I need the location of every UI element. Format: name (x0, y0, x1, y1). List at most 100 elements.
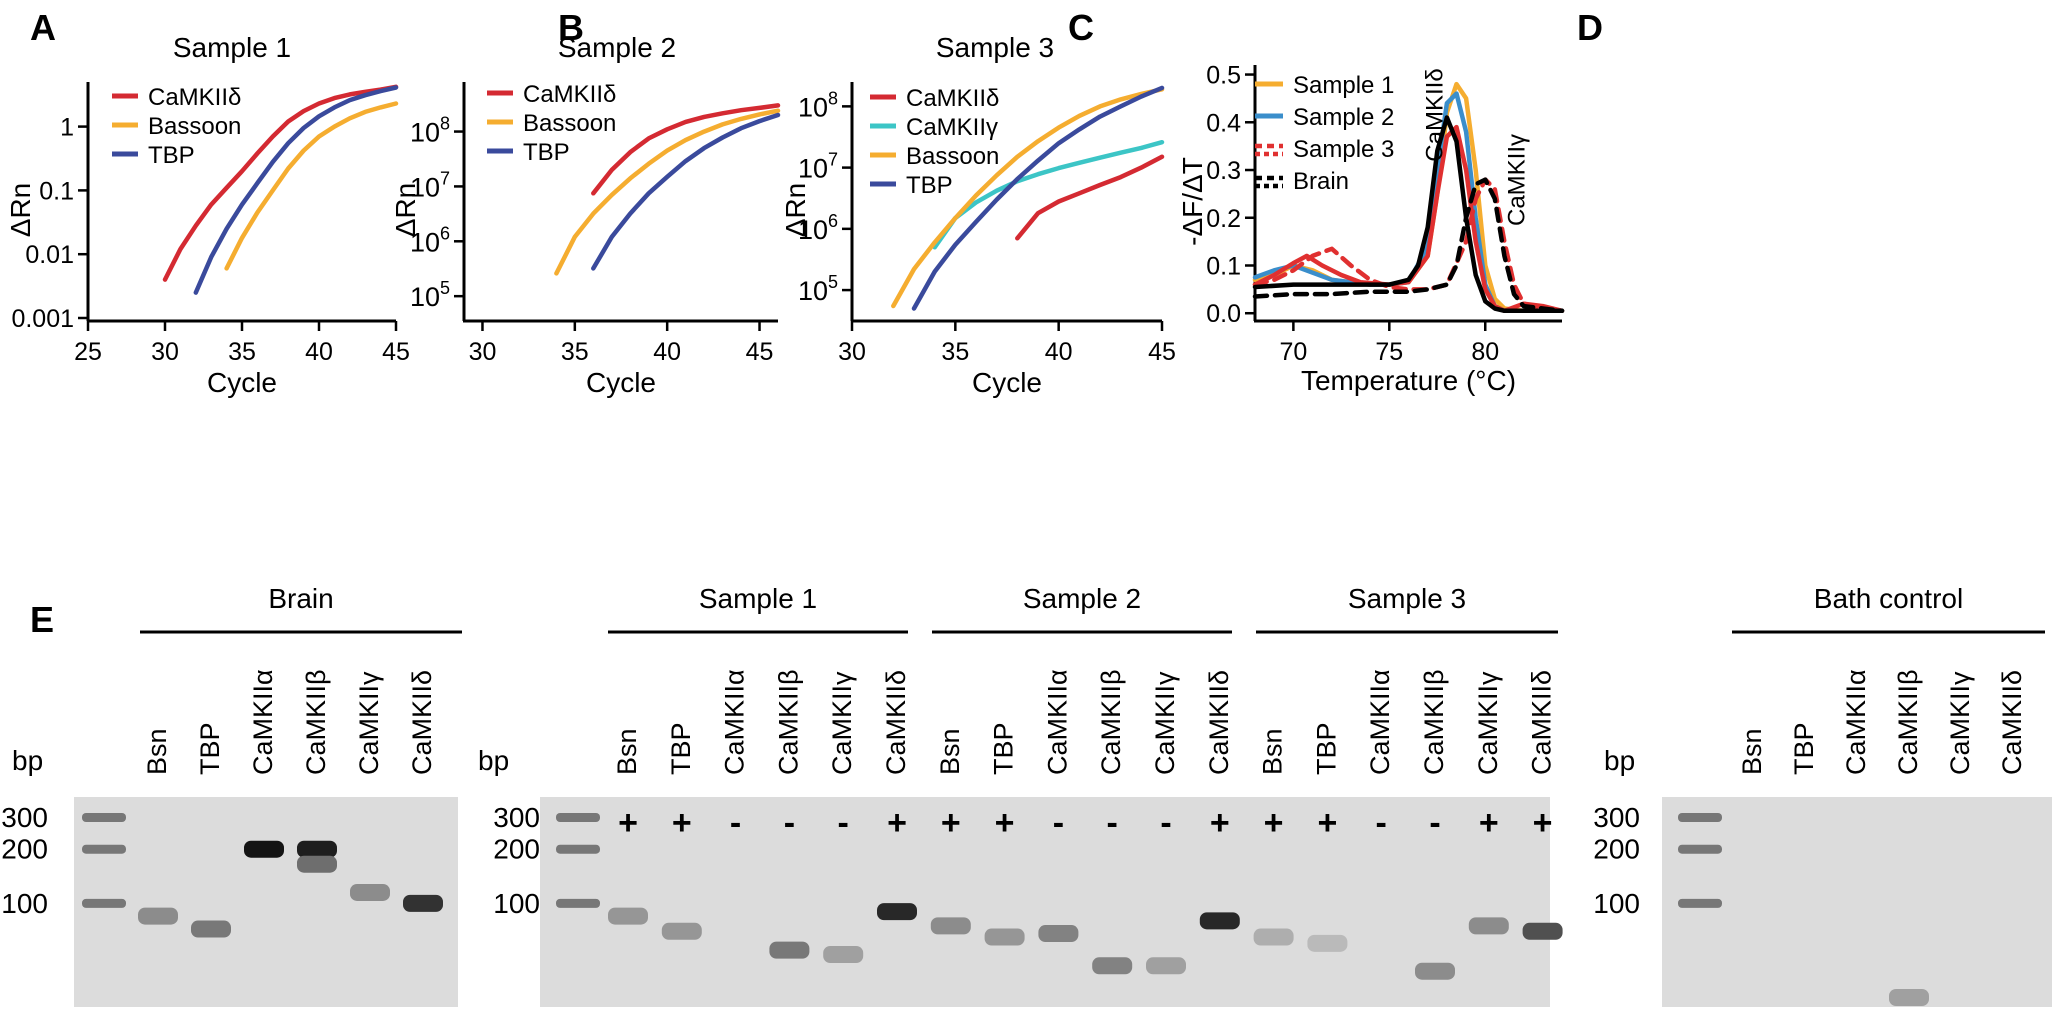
series-line-bassoon (554, 108, 781, 276)
lane-label-camkii: CaMKIIγ (1945, 671, 1975, 775)
series-line-camkii (932, 139, 1165, 250)
y-tick-label: 106 (798, 211, 838, 245)
plus-mark: + (672, 804, 692, 842)
group-label-sample-2: Sample 2 (1023, 583, 1141, 614)
legend-label: Bassoon (906, 143, 999, 170)
y-tick-label: 0.1 (1206, 252, 1241, 280)
x-tick-label: 40 (305, 338, 333, 366)
legend-label: CaMKIIδ (148, 84, 241, 111)
x-tick-label: 35 (228, 338, 256, 366)
plus-mark: + (1533, 804, 1553, 842)
chart-a: 25 30 35 40 45 1 0.1 0.01 0.001 Cycle ΔRn Sample 1 C… (5, 32, 410, 398)
gel-bath-control: Bath control Bsn TBP CaMKIIα CaMKIIβ CaMKIIγ C… (1593, 583, 2052, 1007)
x-axis-label: Cycle (207, 367, 277, 398)
y-axis-label: ΔRn (5, 183, 36, 238)
lane-label-camkii: CaMKIIα (1365, 669, 1395, 775)
gel-background (540, 797, 1550, 1007)
gel-band (769, 941, 810, 959)
y-tick-label: 0.1 (39, 177, 74, 205)
y-axis-label: -ΔF/ΔT (1177, 157, 1208, 246)
x-axis-label: Cycle (972, 367, 1042, 398)
lane-label-tbp: TBP (989, 722, 1019, 775)
x-tick-label: 70 (1279, 338, 1307, 366)
ladder-label-200: 200 (1593, 834, 1640, 865)
lane-label-tbp: TBP (666, 722, 696, 775)
x-tick-label: 25 (74, 338, 102, 366)
minus-mark: - (1053, 804, 1064, 842)
lane-label-bsn: Bsn (1258, 728, 1288, 775)
legend-label: Brain (1293, 168, 1349, 195)
bp-label: bp (478, 745, 509, 776)
panel-letter-c: C (1068, 7, 1094, 48)
series-line-bassoon (891, 87, 1165, 309)
plus-mark: + (941, 804, 961, 842)
lane-label-tbp: TBP (1789, 722, 1819, 775)
x-tick-label: 35 (941, 338, 969, 366)
legend-label: Bassoon (523, 110, 616, 137)
gel-band (1468, 917, 1509, 935)
lane-label-camkii: CaMKIIβ (1419, 669, 1449, 775)
y-tick-label: 0.0 (1206, 300, 1241, 328)
gel-band (1146, 957, 1186, 975)
series-line-camkii (162, 84, 399, 282)
legend-label: Sample 1 (1293, 72, 1394, 99)
gel-band (661, 922, 702, 940)
x-tick-label: 45 (1148, 338, 1176, 366)
gel-background (74, 797, 458, 1007)
series-line-camkii (1015, 154, 1165, 241)
panel-letter-b: B (558, 7, 584, 48)
ladder-band (556, 898, 600, 908)
lane-label-camkii: CaMKIIδ (1204, 670, 1234, 775)
plus-mark: + (1479, 804, 1499, 842)
series-line-tbp (591, 112, 781, 271)
gel-band (244, 840, 284, 858)
annotation-camkii: CaMKIIγ (1503, 134, 1530, 226)
minus-mark: - (784, 804, 795, 842)
ladder-band (82, 898, 126, 908)
ladder-label-100: 100 (493, 888, 540, 919)
lane-label-camkii: CaMKIIβ (301, 669, 331, 775)
lane-label-camkii: CaMKIIβ (1096, 669, 1126, 775)
lane-label-camkii: CaMKIIδ (407, 670, 437, 775)
bp-label: bp (12, 745, 43, 776)
gel-band (1092, 957, 1133, 975)
y-tick-label: 0.01 (25, 241, 74, 269)
x-tick-label: 45 (746, 338, 774, 366)
legend-label: CaMKIIδ (523, 81, 616, 108)
lane-label-camkii: CaMKIIα (1841, 669, 1871, 775)
y-tick-label: 108 (798, 88, 838, 122)
ladder-label-300: 300 (1, 802, 48, 833)
lane-label-camkii: CaMKIIα (248, 669, 278, 775)
gel-band (1307, 934, 1348, 952)
gel-background (1662, 797, 2052, 1007)
chart-d: 70 75 80 0.0 0.1 0.2 0.3 0.4 0.5 Temperature (°C)… (1177, 62, 1565, 396)
group-label-bath-control: Bath control (1814, 583, 1963, 614)
x-tick-label: 30 (469, 338, 497, 366)
minus-mark: - (1376, 804, 1387, 842)
ladder-label-100: 100 (1, 888, 48, 919)
plus-mark: + (1264, 804, 1284, 842)
x-tick-label: 30 (151, 338, 179, 366)
series-line-brain-dashed (1252, 177, 1565, 314)
lane-label-bsn: Bsn (935, 728, 965, 775)
annotation-camkii: CaMKIIδ (1421, 68, 1448, 161)
lane-label-camkii: CaMKIIδ (881, 670, 911, 775)
bp-label: bp (1604, 745, 1635, 776)
x-tick-label: 30 (838, 338, 866, 366)
ladder-label-100: 100 (1593, 888, 1640, 919)
y-tick-label: 0.2 (1206, 205, 1241, 233)
minus-mark: - (730, 804, 741, 842)
lane-label-tbp: TBP (1311, 722, 1341, 775)
lane-label-tbp: TBP (195, 722, 225, 775)
ladder-band (556, 844, 600, 854)
series-line-brain-solid (1252, 115, 1565, 314)
x-axis-label: Temperature (°C) (1301, 365, 1516, 396)
ladder-band (1678, 844, 1722, 854)
group-label-sample-1: Sample 1 (699, 583, 817, 614)
panel-letter-d: D (1577, 7, 1603, 48)
gel-band (297, 840, 337, 858)
plus-mark: + (1210, 804, 1230, 842)
lane-label-camkii: CaMKIIβ (773, 669, 803, 775)
plus-mark: + (887, 804, 907, 842)
lane-label-camkii: CaMKIIα (1042, 669, 1072, 775)
